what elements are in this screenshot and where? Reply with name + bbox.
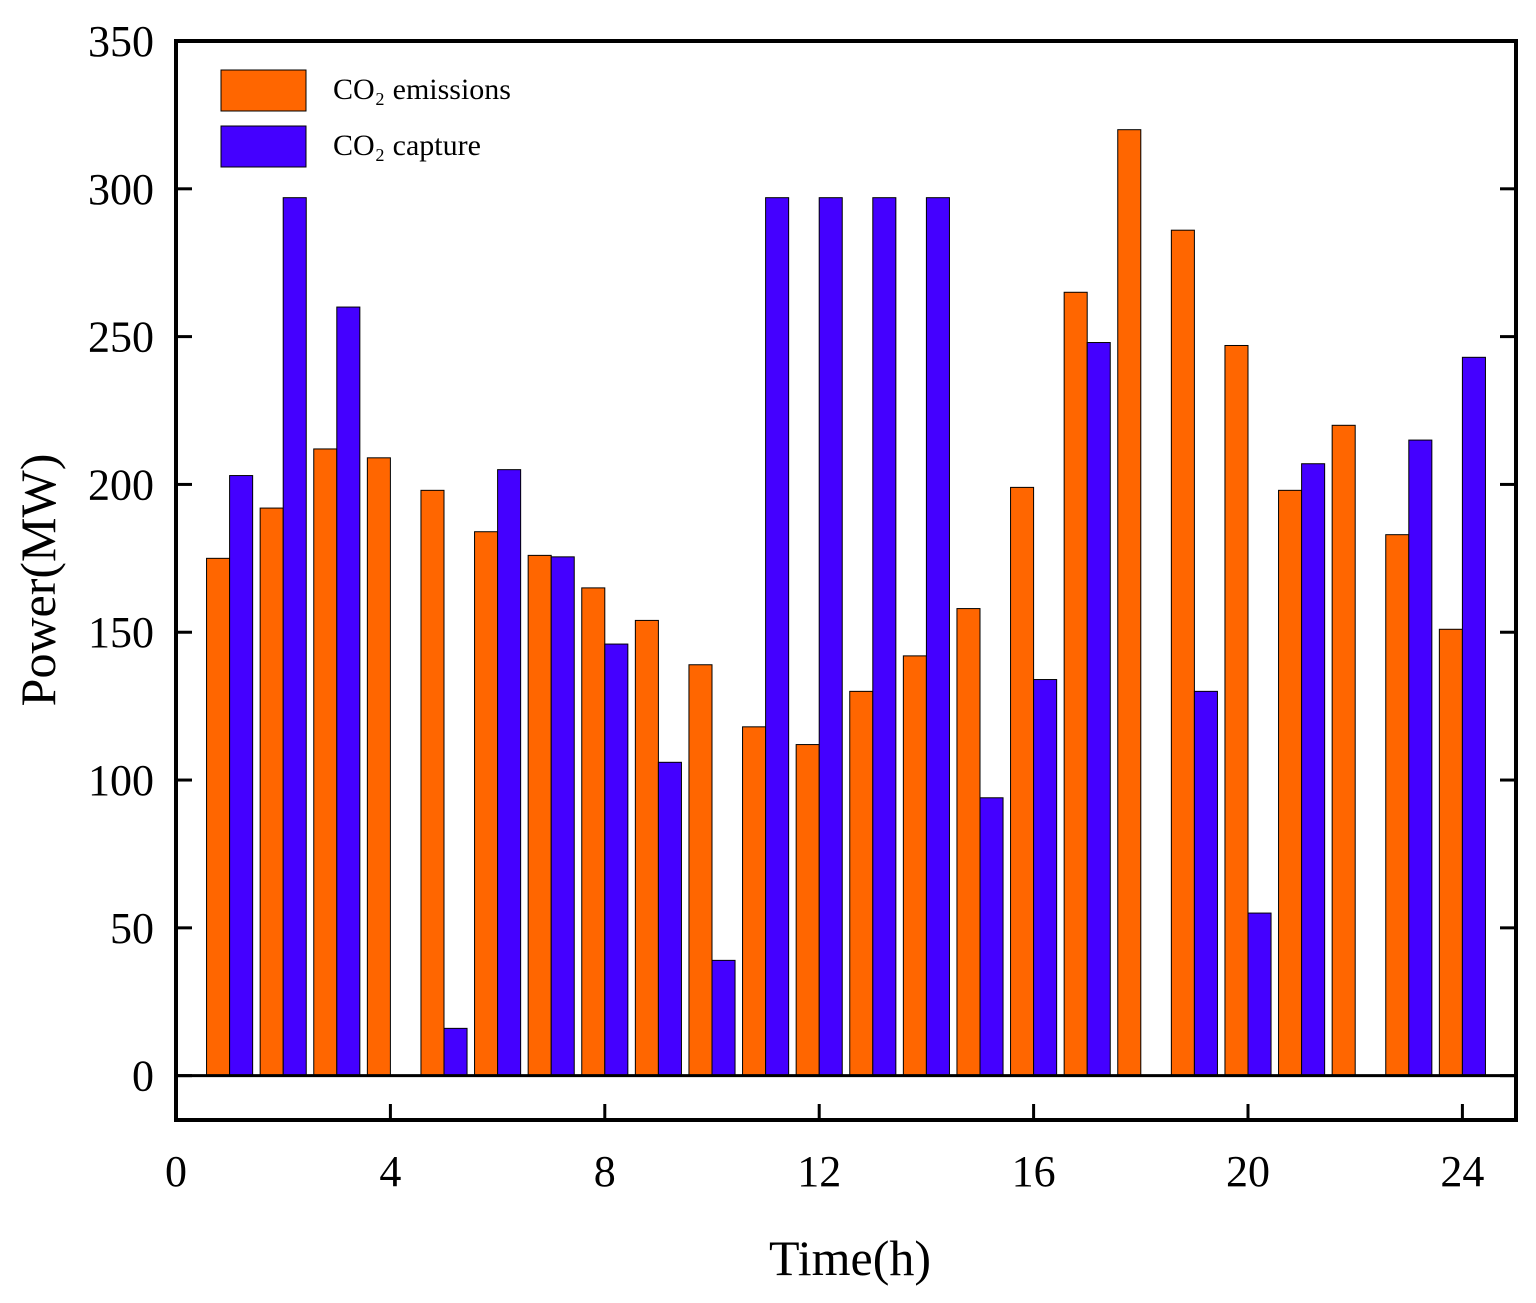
y-axis-label: Power(MW) — [10, 454, 66, 707]
y-tick-label: 150 — [88, 608, 154, 657]
y-tick-label: 100 — [88, 756, 154, 805]
bar — [581, 587, 606, 1077]
bar — [259, 507, 284, 1077]
bar — [765, 197, 790, 1077]
bar — [688, 664, 713, 1077]
bar — [366, 457, 391, 1077]
y-tick-label: 0 — [132, 1052, 154, 1101]
bar — [1224, 344, 1249, 1077]
bar — [1461, 356, 1486, 1077]
bar — [1408, 439, 1433, 1077]
bar — [1247, 912, 1272, 1077]
bar — [979, 797, 1004, 1077]
bar — [1063, 291, 1088, 1077]
x-tick-label: 24 — [1440, 1147, 1484, 1196]
bar — [711, 959, 736, 1077]
bar — [795, 744, 820, 1077]
bar — [657, 761, 682, 1077]
bar — [497, 469, 522, 1077]
bar — [443, 1027, 468, 1077]
bar — [550, 556, 575, 1077]
bar — [336, 306, 361, 1077]
bar — [1385, 534, 1410, 1077]
bar — [849, 690, 874, 1077]
bar — [818, 197, 843, 1077]
x-tick-label: 0 — [165, 1147, 187, 1196]
bar — [282, 197, 307, 1077]
bar — [1086, 342, 1111, 1077]
y-tick-label: 300 — [88, 165, 154, 214]
bar — [527, 554, 552, 1077]
bar — [1331, 424, 1356, 1077]
bar — [474, 531, 499, 1077]
y-tick-label: 350 — [88, 17, 154, 66]
x-tick-label: 4 — [379, 1147, 401, 1196]
bar — [604, 643, 629, 1077]
y-tick-label: 200 — [88, 460, 154, 509]
bar — [1278, 489, 1303, 1077]
bar — [634, 619, 659, 1077]
y-tick-label: 50 — [110, 904, 154, 953]
bar — [872, 197, 897, 1077]
legend-label: CO₂ emissions — [333, 73, 511, 106]
bar — [742, 726, 767, 1077]
bar — [925, 197, 950, 1077]
plot-frame — [174, 39, 1518, 1122]
bar — [206, 557, 231, 1077]
bar — [1033, 679, 1058, 1077]
bar — [1117, 129, 1142, 1077]
bar — [956, 608, 981, 1077]
legend-label: CO₂ capture — [333, 129, 481, 162]
bar — [420, 489, 445, 1077]
bar — [1010, 486, 1035, 1077]
x-tick-label: 8 — [594, 1147, 616, 1196]
bar — [313, 448, 338, 1077]
bar — [229, 475, 254, 1077]
y-tick-label: 250 — [88, 313, 154, 362]
legend-swatch — [220, 69, 307, 112]
bar — [1301, 463, 1326, 1077]
x-axis-label: Time(h) — [769, 1230, 931, 1286]
x-tick-label: 16 — [1012, 1147, 1056, 1196]
bar — [1170, 229, 1195, 1077]
bar — [1193, 690, 1218, 1077]
bar — [902, 655, 927, 1077]
x-tick-label: 12 — [797, 1147, 841, 1196]
legend-swatch — [220, 125, 307, 168]
bar — [1438, 628, 1463, 1077]
x-tick-label: 20 — [1226, 1147, 1270, 1196]
